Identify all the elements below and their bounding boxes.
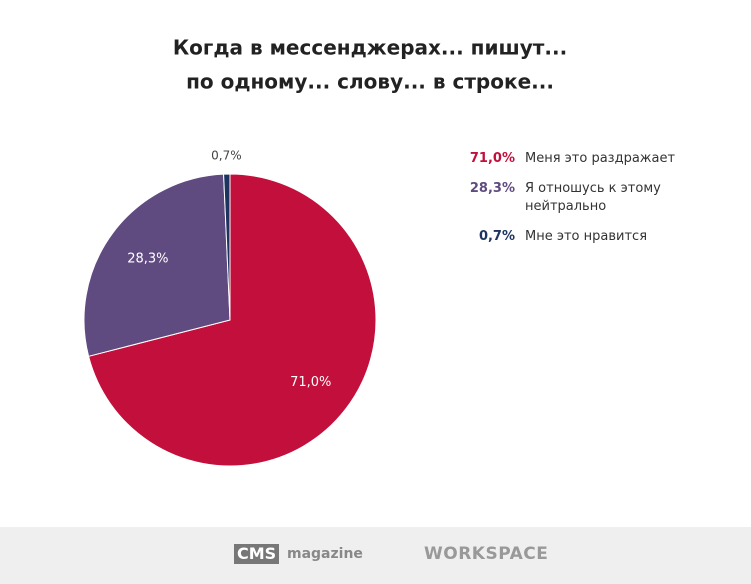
legend-label: Меня это раздражает: [525, 151, 676, 166]
data-label: 28,3%: [127, 252, 168, 267]
logo: WORKSPACE: [424, 544, 549, 564]
chart: Когда в мессенджерах... пишут... по одно…: [83, 36, 567, 467]
legend-entry: 0,7% Мне это нравится: [440, 228, 720, 246]
legend-entry: 28,3% Я отношусь к этому нейтрально: [440, 180, 720, 216]
pie-slice: [83, 173, 231, 357]
chart-title: Когда в мессенджерах... пишут...: [173, 36, 567, 60]
legend: 71,0% Меня это раздражает 28,3% Я отношусь …: [440, 150, 720, 258]
pie-slice: [87, 173, 377, 467]
logo: CMS: [234, 544, 280, 564]
logo: magazine: [287, 546, 363, 562]
legend-value: 71,0%: [469, 151, 515, 166]
legend-label: Я отношусь к этому нейтрально: [525, 181, 661, 214]
data-label: 0,7%: [211, 149, 242, 163]
footer: CMS magazine WORKSPACE: [0, 527, 751, 584]
data-label: 71,0%: [290, 375, 331, 390]
legend-entry: 71,0% Меня это раздражает: [440, 150, 720, 168]
legend-label: Мне это нравится: [525, 229, 648, 244]
chart-title: по одному... слову... в строке...: [186, 70, 554, 94]
legend-value: 0,7%: [478, 229, 515, 244]
legend-value: 28,3%: [469, 181, 515, 196]
pie-slice: [223, 173, 231, 321]
